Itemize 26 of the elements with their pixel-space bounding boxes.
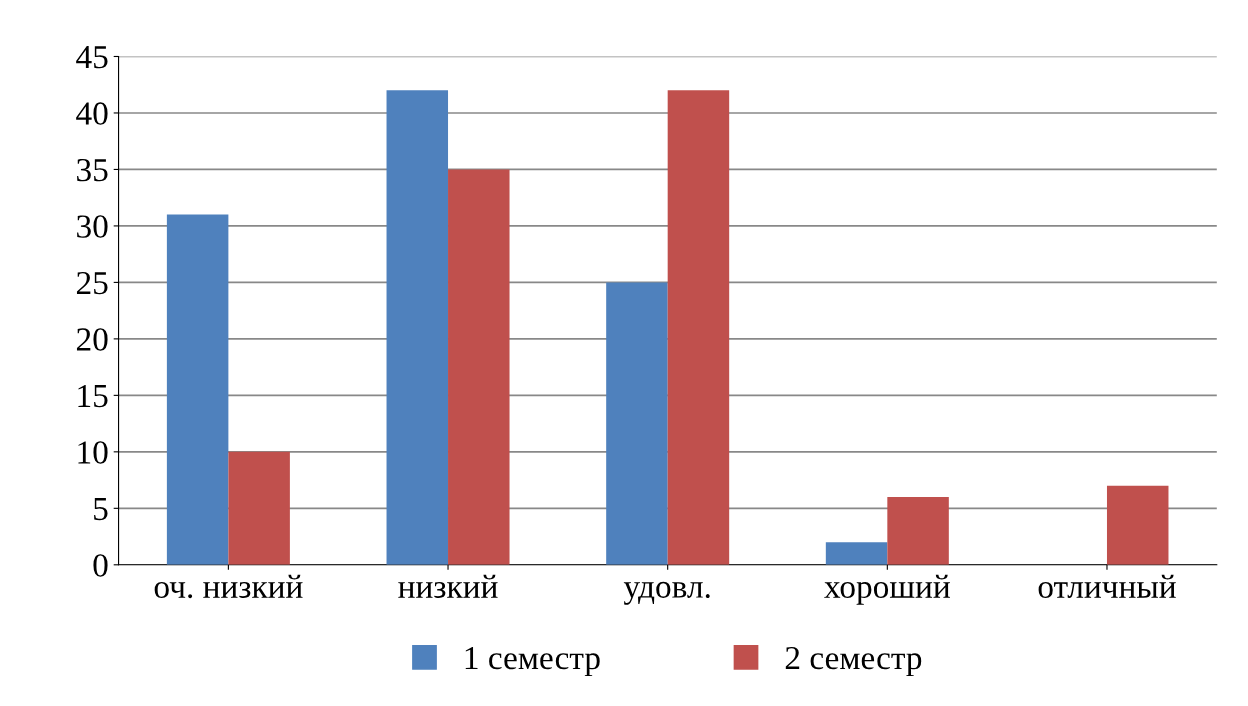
- legend-label: 1 семестр: [465, 646, 600, 677]
- bar: [166, 214, 229, 565]
- bar: [825, 542, 888, 565]
- y-tick-label: 40: [76, 102, 108, 125]
- y-tick-label: 0: [93, 554, 108, 577]
- bar: [887, 497, 949, 565]
- x-tick-label: удовл.: [623, 581, 710, 605]
- legend-label: 2 семестр: [785, 646, 922, 677]
- y-tick-label: 15: [78, 384, 108, 408]
- bar: [386, 90, 449, 565]
- y-tick-label: 45: [76, 46, 108, 69]
- y-tick-label: 25: [76, 271, 108, 295]
- x-tick-label: оч. низкий: [154, 574, 303, 599]
- x-tick-label: низкий: [398, 574, 498, 598]
- bar: [667, 90, 730, 565]
- bar: [606, 282, 668, 565]
- y-tick-label: 30: [77, 215, 108, 238]
- bar: [1106, 485, 1169, 565]
- y-tick-label: 5: [94, 498, 108, 521]
- y-tick-label: 10: [78, 441, 108, 464]
- bar: [448, 169, 510, 565]
- y-tick-label: 35: [77, 158, 108, 182]
- y-tick-label: 20: [76, 328, 108, 351]
- bar: [228, 451, 290, 565]
- x-tick-label: хороший: [824, 574, 950, 605]
- x-tick-label: отличный: [1038, 574, 1176, 598]
